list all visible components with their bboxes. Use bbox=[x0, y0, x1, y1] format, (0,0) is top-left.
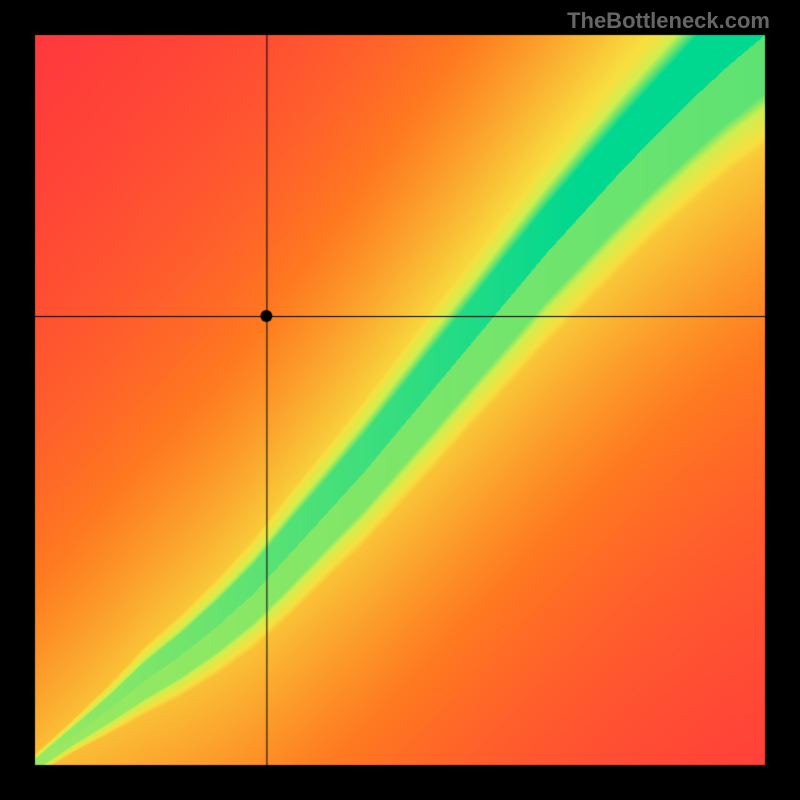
watermark-text: TheBottleneck.com bbox=[567, 8, 770, 34]
bottleneck-heatmap bbox=[0, 0, 800, 800]
